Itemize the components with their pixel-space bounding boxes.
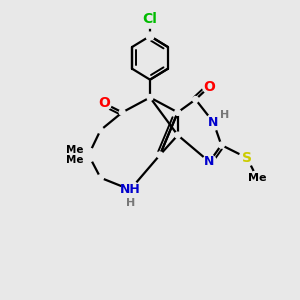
Circle shape xyxy=(193,97,199,102)
Circle shape xyxy=(175,110,181,115)
Circle shape xyxy=(250,171,264,185)
Text: NH: NH xyxy=(120,183,141,196)
Circle shape xyxy=(147,94,153,100)
Circle shape xyxy=(141,10,159,28)
Circle shape xyxy=(121,181,139,199)
Circle shape xyxy=(202,155,216,169)
Text: N: N xyxy=(208,116,219,129)
Text: O: O xyxy=(98,96,110,110)
Circle shape xyxy=(146,32,154,40)
Text: Me: Me xyxy=(66,145,83,155)
Circle shape xyxy=(119,110,125,115)
Circle shape xyxy=(82,148,95,162)
Text: Me: Me xyxy=(248,173,266,183)
Text: Me: Me xyxy=(66,155,83,165)
Text: O: O xyxy=(203,80,215,94)
Circle shape xyxy=(98,97,111,110)
Text: Cl: Cl xyxy=(142,12,158,26)
Circle shape xyxy=(202,80,216,94)
Text: S: S xyxy=(242,151,252,165)
Circle shape xyxy=(175,132,181,138)
Text: H: H xyxy=(126,197,135,208)
Circle shape xyxy=(239,150,255,166)
Text: N: N xyxy=(204,155,214,168)
Text: H: H xyxy=(220,110,229,120)
Circle shape xyxy=(218,142,224,148)
Circle shape xyxy=(98,175,103,181)
Circle shape xyxy=(98,127,103,133)
Circle shape xyxy=(157,152,163,158)
Circle shape xyxy=(206,114,221,130)
